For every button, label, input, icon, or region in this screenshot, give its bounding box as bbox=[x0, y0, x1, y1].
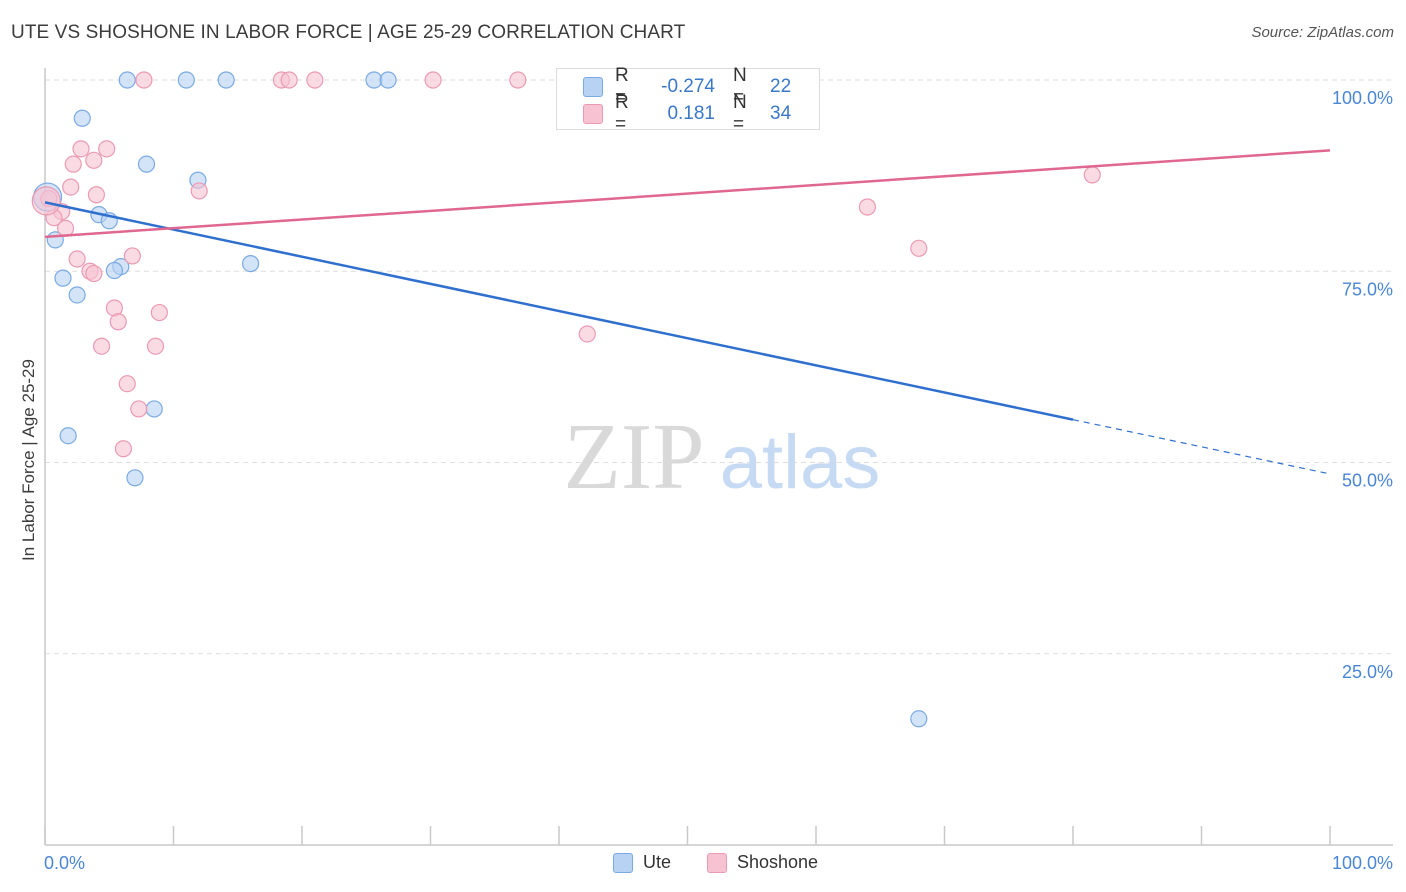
shoshone-swatch bbox=[583, 104, 603, 124]
ute-point bbox=[242, 255, 260, 273]
watermark-zip: ZIP bbox=[564, 405, 705, 509]
chart-title: UTE VS SHOSHONE IN LABOR FORCE | AGE 25-… bbox=[11, 22, 686, 43]
ute-point bbox=[177, 71, 195, 89]
ute-point bbox=[73, 109, 91, 127]
ute-trend-line bbox=[44, 201, 1074, 421]
n-value: 22 bbox=[770, 76, 792, 97]
n-value: 34 bbox=[770, 103, 792, 124]
grid-layer bbox=[45, 79, 1393, 655]
r-label: R = bbox=[615, 65, 629, 108]
ute-point bbox=[217, 71, 235, 89]
shoshone-point bbox=[85, 264, 103, 283]
shoshone-point bbox=[910, 239, 928, 257]
n-label: N = bbox=[733, 92, 747, 135]
tick-label-layer: 100.0% 75.0% 50.0% 25.0% 0.0% 100.0% bbox=[44, 88, 1393, 873]
shoshone-point bbox=[123, 247, 141, 265]
shoshone-point bbox=[130, 400, 148, 418]
shoshone-point bbox=[306, 71, 324, 89]
r-value: -0.274 bbox=[661, 76, 715, 97]
shoshone-point bbox=[578, 325, 596, 343]
y-tick-label: 75.0% bbox=[1342, 279, 1393, 299]
n-label: N = bbox=[733, 65, 747, 108]
points-layer bbox=[31, 71, 1101, 728]
ute-swatch bbox=[583, 77, 603, 97]
ute-point bbox=[126, 469, 144, 487]
shoshone-point bbox=[109, 313, 127, 331]
ute-point bbox=[118, 71, 136, 89]
y-tick-label: 25.0% bbox=[1342, 662, 1393, 682]
shoshone-swatch bbox=[707, 852, 727, 873]
stats-legend-box: R = -0.274 N = 22 R = 0.181 N = 34 bbox=[556, 65, 820, 135]
ute-point bbox=[145, 400, 163, 418]
ute-point bbox=[54, 269, 72, 287]
shoshone-point bbox=[280, 71, 298, 89]
r-value: 0.181 bbox=[667, 103, 715, 124]
source-credit: Source: ZipAtlas.com bbox=[1251, 24, 1394, 41]
legend-label: Shoshone bbox=[737, 852, 819, 872]
shoshone-point bbox=[858, 198, 877, 216]
ute-swatch bbox=[613, 852, 633, 873]
shoshone-point bbox=[92, 337, 111, 355]
shoshone-point bbox=[135, 71, 153, 89]
shoshone-point bbox=[146, 337, 165, 355]
ute-point bbox=[59, 427, 77, 445]
shoshone-point bbox=[62, 178, 80, 196]
shoshone-point bbox=[150, 303, 168, 322]
x-tick-label: 100.0% bbox=[1332, 853, 1393, 873]
watermark: ZIP atlas bbox=[564, 405, 881, 509]
ute-trend-extension bbox=[1072, 419, 1331, 475]
shoshone-point bbox=[190, 182, 208, 200]
ute-point bbox=[68, 286, 86, 304]
shoshone-point bbox=[87, 186, 106, 204]
shoshone-point bbox=[85, 151, 103, 169]
shoshone-point bbox=[98, 140, 116, 158]
shoshone-point bbox=[114, 440, 132, 458]
ute-point bbox=[910, 710, 928, 728]
legend-item-shoshone[interactable]: Shoshone bbox=[707, 852, 818, 873]
ute-point bbox=[379, 71, 397, 89]
legend-label: Ute bbox=[643, 852, 672, 872]
shoshone-point bbox=[424, 71, 442, 89]
watermark-atlas: atlas bbox=[720, 420, 881, 505]
y-tick-label: 50.0% bbox=[1342, 471, 1393, 491]
shoshone-point bbox=[72, 140, 90, 158]
shoshone-point bbox=[68, 250, 86, 268]
ute-point bbox=[137, 155, 156, 173]
r-label: R = bbox=[615, 92, 629, 135]
trend-layer bbox=[44, 149, 1331, 475]
shoshone-point bbox=[31, 186, 61, 216]
shoshone-point bbox=[64, 155, 82, 173]
legend-item-ute[interactable]: Ute bbox=[613, 852, 671, 873]
shoshone-trend-line bbox=[44, 149, 1331, 239]
ute-point bbox=[105, 261, 123, 280]
y-tick-label: 100.0% bbox=[1332, 88, 1393, 108]
x-tick-label: 0.0% bbox=[44, 853, 85, 873]
shoshone-point bbox=[509, 71, 527, 89]
bottom-legend: Ute Shoshone bbox=[0, 852, 1406, 878]
shoshone-point bbox=[1083, 166, 1101, 184]
shoshone-point bbox=[118, 375, 136, 393]
